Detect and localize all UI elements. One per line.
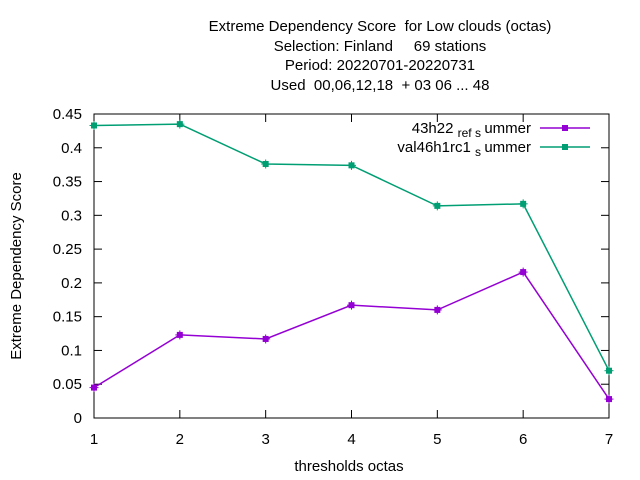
legend-label-2: val46h1rc1 s ummer bbox=[397, 139, 531, 159]
title-line-3: Period: 20220701-20220731 bbox=[284, 57, 476, 74]
y-tick-label: 0 bbox=[74, 410, 82, 427]
axes-group: 0 0.05 0.1 0.15 0.2 0.25 0.3 0.35 0.4 0.45 1 2 3 4 5 6 7 bbox=[53, 106, 613, 448]
legend-marker-2 bbox=[562, 144, 568, 150]
legend-label-1: 43h22 ref s ummer bbox=[412, 120, 531, 140]
x-tick-label: 7 bbox=[605, 431, 613, 448]
legend-marker-1 bbox=[562, 125, 568, 131]
y-tick-label: 0.15 bbox=[53, 309, 82, 326]
series-group bbox=[89, 119, 614, 404]
title-line-2: Selection: Finland 69 stations bbox=[273, 37, 487, 55]
series-line-1 bbox=[93, 271, 610, 400]
y-tick-label: 0.4 bbox=[61, 140, 82, 157]
y-tick-label: 0.35 bbox=[53, 174, 82, 191]
y-tick-label: 0.2 bbox=[61, 275, 82, 292]
x-tick-label: 1 bbox=[90, 431, 98, 448]
x-tick-label: 5 bbox=[433, 431, 441, 448]
chart-title: Extreme Dependency Score for Low clouds … bbox=[60, 17, 640, 95]
x-tick-label: 2 bbox=[176, 431, 184, 448]
x-tick-label: 3 bbox=[261, 431, 269, 448]
y-tick-label: 0.45 bbox=[53, 106, 82, 123]
title-line-1: Extreme Dependency Score for Low clouds … bbox=[208, 18, 552, 35]
y-tick-label: 0.05 bbox=[53, 376, 82, 393]
y-tick-label: 0.3 bbox=[61, 207, 82, 224]
x-tick-label: 6 bbox=[519, 431, 527, 448]
y-tick-label: 0.1 bbox=[61, 342, 82, 359]
y-axis-label: Extreme Dependency Score bbox=[8, 172, 25, 360]
x-axis-label: thresholds octas bbox=[294, 458, 403, 475]
y-tick-label: 0.25 bbox=[53, 241, 82, 258]
x-tick-label: 4 bbox=[347, 431, 355, 448]
plot-frame bbox=[93, 113, 610, 419]
title-line-4: Used 00,06,12,18 + 03 06 ... 48 bbox=[270, 76, 490, 94]
